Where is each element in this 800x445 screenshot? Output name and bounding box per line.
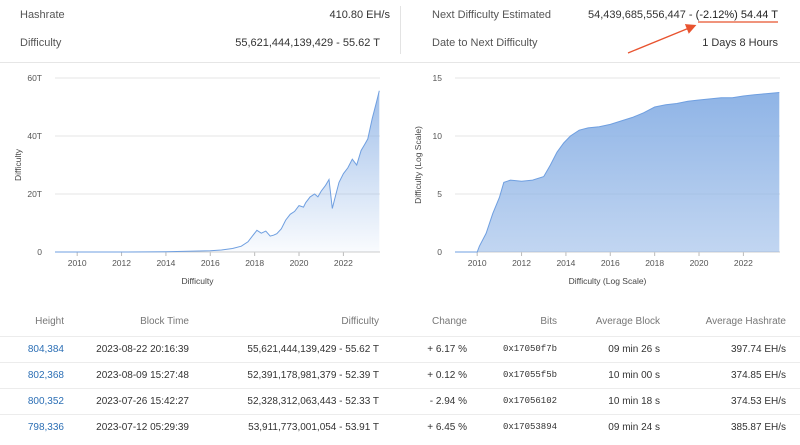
area-series-fill — [455, 92, 780, 252]
block-height-link[interactable]: 804,384 — [27, 343, 64, 355]
table-row: 800,352 2023-07-26 15:42:27 52,328,312,0… — [0, 387, 800, 414]
block-average-time: 09 min 24 s — [563, 413, 666, 440]
col-change[interactable]: Change — [431, 316, 467, 328]
block-average-hashrate: 385.87 EH/s — [666, 413, 800, 440]
col-average-block[interactable]: Average Block — [595, 316, 660, 328]
area-series-line — [455, 92, 780, 253]
block-difficulty: 55,621,444,139,429 - 55.62 T — [195, 335, 385, 362]
col-difficulty[interactable]: Difficulty — [341, 316, 379, 328]
difficulty-history-table: Height Block Time Difficulty Change Bits… — [0, 308, 800, 440]
y-axis-title: Difficulty (Log Scale) — [413, 126, 423, 204]
block-time: 2023-08-09 15:27:48 — [70, 361, 195, 388]
area-series-fill — [55, 90, 380, 252]
x-tick-label: 2016 — [201, 258, 220, 268]
block-bits: 0x17053894 — [473, 413, 563, 440]
block-average-hashrate: 374.85 EH/s — [666, 361, 800, 388]
block-difficulty: 52,391,178,981,379 - 52.39 T — [195, 361, 385, 388]
x-tick-label: 2010 — [468, 258, 487, 268]
col-block-time[interactable]: Block Time — [140, 316, 189, 328]
area-series-line — [55, 90, 380, 253]
table-row: 798,336 2023-07-12 05:29:39 53,911,773,0… — [0, 413, 800, 440]
block-time: 2023-08-22 20:16:39 — [70, 335, 195, 362]
y-tick-label: 15 — [433, 73, 443, 83]
block-bits: 0x17050f7b — [473, 335, 563, 362]
table-row: 804,384 2023-08-22 20:16:39 55,621,444,1… — [0, 335, 800, 362]
x-tick-label: 2022 — [734, 258, 753, 268]
block-height-link[interactable]: 800,352 — [27, 395, 64, 407]
y-tick-label: 0 — [437, 247, 442, 257]
y-tick-label: 5 — [437, 189, 442, 199]
hashrate-label: Hashrate — [20, 9, 65, 21]
difficulty-log-chart-svg: 0 5 10 15 2010 2012 2014 2016 2018 2020 2022 Diffic… — [413, 73, 780, 286]
x-tick-label: 2018 — [645, 258, 664, 268]
y-tick-label: 10 — [433, 131, 443, 141]
block-average-hashrate: 374.53 EH/s — [666, 387, 800, 414]
block-bits: 0x17055f5b — [473, 361, 563, 388]
block-height-link[interactable]: 798,336 — [27, 421, 64, 433]
next-difficulty-label: Next Difficulty Estimated — [432, 9, 552, 21]
x-axis-title: Difficulty (Log Scale) — [569, 276, 647, 286]
block-average-time: 09 min 26 s — [563, 335, 666, 362]
block-change: + 6.17 % — [385, 335, 473, 362]
block-change: - 2.94 % — [385, 387, 473, 414]
y-axis-title: Difficulty — [13, 148, 23, 181]
x-tick-label: 2018 — [245, 258, 264, 268]
table-header-row: Height Block Time Difficulty Change Bits… — [0, 308, 800, 336]
hashrate-value: 410.80 EH/s — [329, 9, 390, 21]
block-difficulty: 52,328,312,063,443 - 52.33 T — [195, 387, 385, 414]
col-bits[interactable]: Bits — [540, 316, 557, 328]
block-time: 2023-07-12 05:29:39 — [70, 413, 195, 440]
next-difficulty-value: 54,439,685,556,447 - (-2.12%) 54.44 T — [588, 9, 778, 21]
x-tick-label: 2020 — [290, 258, 309, 268]
y-tick-label: 60T — [27, 73, 42, 83]
block-height-link[interactable]: 802,368 — [27, 369, 64, 381]
x-tick-label: 2010 — [68, 258, 87, 268]
stats-divider — [400, 6, 401, 54]
x-tick-label: 2022 — [334, 258, 353, 268]
block-average-time: 10 min 18 s — [563, 387, 666, 414]
arrow-line — [627, 24, 697, 54]
block-change: + 6.45 % — [385, 413, 473, 440]
next-difficulty-raw: 54,439,685,556,447 - — [588, 9, 696, 21]
x-tick-label: 2012 — [512, 258, 531, 268]
block-average-hashrate: 397.74 EH/s — [666, 335, 800, 362]
y-tick-label: 0 — [37, 247, 42, 257]
difficulty-label: Difficulty — [20, 37, 62, 49]
block-time: 2023-07-26 15:42:27 — [70, 387, 195, 414]
table-row: 802,368 2023-08-09 15:27:48 52,391,178,9… — [0, 361, 800, 388]
date-next-difficulty-value: 1 Days 8 Hours — [702, 37, 778, 49]
stats-bottom-divider — [0, 62, 800, 63]
annotation-arrow — [627, 21, 778, 54]
difficulty-chart: 0 20T 40T 60T 2010 2012 2014 2016 2018 2020 2022 Di… — [0, 66, 400, 302]
block-change: + 0.12 % — [385, 361, 473, 388]
block-bits: 0x17056102 — [473, 387, 563, 414]
date-next-difficulty-label: Date to Next Difficulty — [432, 37, 538, 49]
y-tick-label: 40T — [27, 131, 42, 141]
col-height[interactable]: Height — [35, 316, 64, 328]
block-average-time: 10 min 00 s — [563, 361, 666, 388]
x-tick-label: 2014 — [156, 258, 175, 268]
difficulty-chart-svg: 0 20T 40T 60T 2010 2012 2014 2016 2018 2020 2022 Di… — [13, 73, 380, 286]
x-tick-label: 2014 — [556, 258, 575, 268]
col-average-hashrate[interactable]: Average Hashrate — [705, 316, 786, 328]
x-tick-label: 2012 — [112, 258, 131, 268]
x-tick-label: 2016 — [601, 258, 620, 268]
next-difficulty-highlight: (-2.12%) 54.44 T — [695, 9, 778, 21]
x-tick-label: 2020 — [690, 258, 709, 268]
difficulty-value: 55,621,444,139,429 - 55.62 T — [235, 37, 380, 49]
difficulty-log-chart: 0 5 10 15 2010 2012 2014 2016 2018 2020 2022 Diffic… — [400, 66, 800, 302]
block-difficulty: 53,911,773,001,054 - 53.91 T — [195, 413, 385, 440]
x-axis-title: Difficulty — [182, 276, 215, 286]
y-tick-label: 20T — [27, 189, 42, 199]
